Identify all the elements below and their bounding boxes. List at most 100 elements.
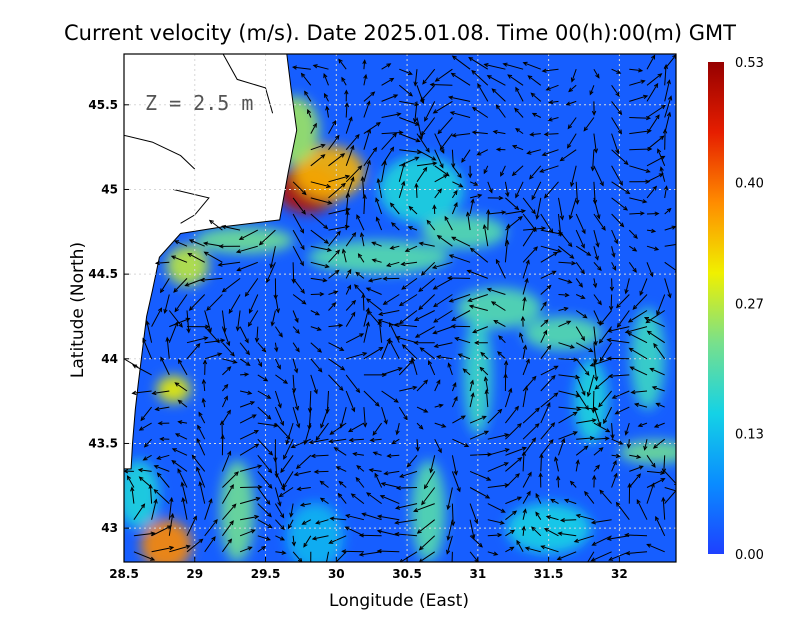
velocity-arrow-shaft bbox=[540, 330, 547, 343]
velocity-arrow-head bbox=[604, 436, 610, 441]
velocity-arrow-head bbox=[567, 124, 573, 130]
velocity-arrow-head bbox=[317, 367, 323, 373]
velocity-arrow-shaft bbox=[131, 487, 135, 504]
velocity-arrow-head bbox=[554, 456, 559, 462]
velocity-arrow-head bbox=[317, 348, 323, 353]
velocity-arrow-shaft bbox=[583, 117, 595, 131]
velocity-arrow-shaft bbox=[432, 261, 453, 269]
velocity-arrow-head bbox=[483, 169, 488, 175]
velocity-arrow-head bbox=[627, 318, 633, 323]
velocity-arrow-shaft bbox=[310, 326, 321, 331]
velocity-arrow-shaft bbox=[401, 277, 418, 290]
velocity-arrow-shaft bbox=[245, 278, 259, 297]
velocity-arrow-head bbox=[202, 241, 209, 246]
velocity-arrow-head bbox=[414, 333, 420, 338]
velocity-arrow-shaft bbox=[421, 487, 436, 505]
velocity-arrow-head bbox=[551, 270, 557, 275]
velocity-arrow-head bbox=[636, 454, 642, 459]
velocity-arrow-shaft bbox=[428, 360, 436, 376]
velocity-arrow-shaft bbox=[342, 249, 347, 263]
velocity-arrow-shaft bbox=[503, 63, 524, 70]
velocity-arrow-shaft bbox=[345, 117, 353, 134]
velocity-arrow-shaft bbox=[392, 438, 400, 445]
velocity-arrow-head bbox=[338, 386, 344, 392]
velocity-arrow-head bbox=[548, 438, 554, 444]
velocity-arrow-head bbox=[277, 501, 282, 507]
velocity-arrow-shaft bbox=[557, 476, 559, 488]
velocity-arrow-head bbox=[278, 492, 284, 498]
velocity-arrow-shaft bbox=[204, 536, 216, 553]
velocity-arrow-head bbox=[223, 395, 228, 401]
x-tick-label: 29 bbox=[186, 567, 203, 581]
velocity-arrow-head bbox=[655, 402, 661, 407]
velocity-arrow-head bbox=[507, 74, 513, 79]
velocity-arrow-shaft bbox=[174, 294, 188, 312]
velocity-arrow-shaft bbox=[664, 489, 676, 504]
velocity-arrow-head bbox=[524, 546, 530, 551]
velocity-arrow-shaft bbox=[363, 347, 383, 360]
velocity-arrow-head bbox=[432, 161, 438, 166]
velocity-arrow-shaft bbox=[367, 310, 382, 327]
velocity-arrow-shaft bbox=[522, 246, 538, 263]
velocity-arrow-head bbox=[153, 498, 158, 504]
velocity-arrow-head bbox=[227, 450, 232, 456]
velocity-arrow-shaft bbox=[345, 211, 349, 231]
velocity-arrow-head bbox=[228, 308, 233, 315]
velocity-arrow-head bbox=[521, 525, 526, 531]
velocity-arrow-shaft bbox=[522, 359, 530, 376]
velocity-arrow-head bbox=[188, 306, 194, 311]
velocity-arrow-shaft bbox=[399, 133, 420, 142]
velocity-arrow-shaft bbox=[186, 343, 201, 360]
velocity-arrow-head bbox=[337, 492, 343, 498]
velocity-arrow-shaft bbox=[381, 367, 402, 376]
velocity-arrow-head bbox=[258, 240, 264, 246]
velocity-arrow-shaft bbox=[292, 213, 304, 234]
velocity-arrow-head bbox=[548, 228, 554, 234]
velocity-arrow-shaft bbox=[487, 462, 509, 472]
velocity-arrow-head bbox=[609, 286, 615, 292]
velocity-arrow-head bbox=[590, 520, 596, 525]
velocity-arrow-shaft bbox=[664, 112, 671, 134]
velocity-arrow-head bbox=[415, 138, 421, 143]
velocity-arrow-shaft bbox=[599, 342, 613, 362]
velocity-arrow-head bbox=[374, 402, 380, 407]
velocity-arrow-head bbox=[556, 556, 562, 561]
velocity-arrow-head bbox=[235, 249, 242, 254]
velocity-arrow-head bbox=[495, 147, 501, 152]
velocity-arrow-shaft bbox=[310, 181, 331, 188]
velocity-arrow-shaft bbox=[625, 534, 648, 537]
velocity-arrow-shaft bbox=[239, 342, 250, 355]
velocity-arrow-head bbox=[617, 110, 623, 116]
land-boundary-line bbox=[124, 134, 196, 170]
velocity-arrow-shaft bbox=[203, 379, 206, 392]
velocity-arrow-head bbox=[406, 462, 412, 468]
velocity-arrow-head bbox=[217, 262, 223, 267]
velocity-arrow-head bbox=[251, 414, 257, 419]
velocity-arrow-shaft bbox=[133, 532, 155, 537]
velocity-arrow-shaft bbox=[387, 454, 400, 457]
velocity-arrow-shaft bbox=[531, 526, 542, 537]
velocity-arrow-shaft bbox=[611, 438, 623, 445]
velocity-arrow-shaft bbox=[222, 384, 228, 392]
velocity-arrow-head bbox=[558, 231, 563, 237]
velocity-arrow-head bbox=[662, 128, 668, 134]
velocity-arrow-head bbox=[646, 543, 652, 548]
velocity-arrow-shaft bbox=[611, 117, 622, 134]
velocity-arrow-shaft bbox=[544, 181, 559, 199]
speed-patch bbox=[523, 316, 603, 351]
velocity-arrow-head bbox=[196, 437, 201, 443]
velocity-arrow-head bbox=[546, 344, 552, 350]
velocity-arrow-head bbox=[456, 487, 461, 493]
velocity-arrow-head bbox=[654, 246, 660, 251]
velocity-arrow-head bbox=[299, 228, 305, 234]
velocity-arrow-head bbox=[174, 382, 180, 387]
velocity-arrow-head bbox=[437, 188, 442, 194]
velocity-arrow-head bbox=[267, 523, 273, 528]
velocity-arrow-shaft bbox=[199, 481, 206, 504]
velocity-arrow-shaft bbox=[523, 62, 541, 70]
velocity-arrow-shaft bbox=[451, 165, 462, 178]
velocity-arrow-shaft bbox=[416, 133, 430, 153]
velocity-arrow-shaft bbox=[505, 197, 519, 210]
velocity-arrow-shaft bbox=[138, 469, 152, 472]
velocity-arrow-head bbox=[413, 340, 419, 346]
